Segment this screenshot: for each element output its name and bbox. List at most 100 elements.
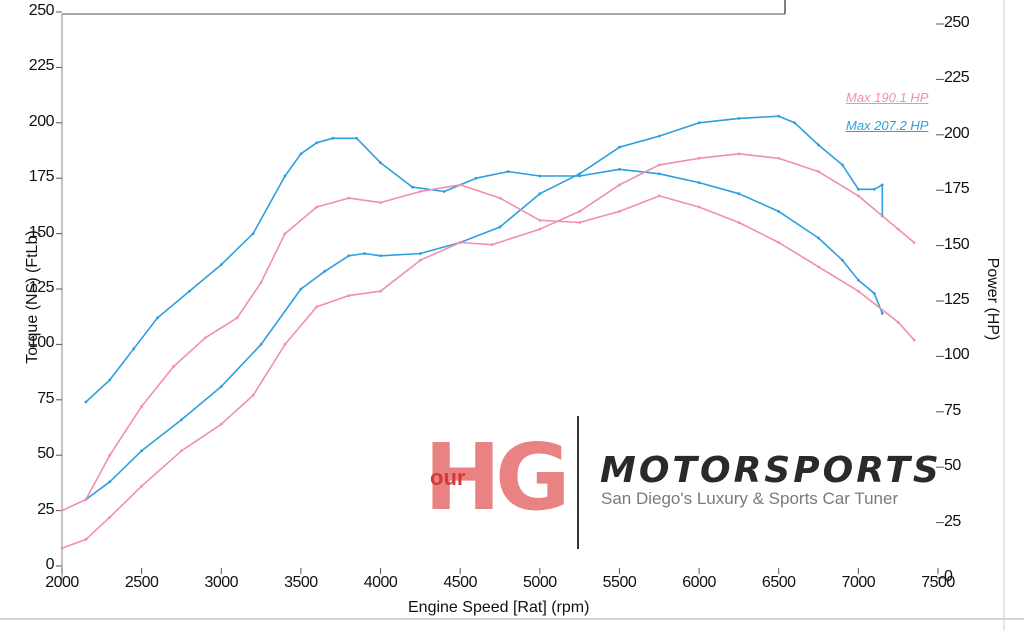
series-line-3 — [61, 184, 915, 512]
logo-divider — [577, 416, 579, 549]
y-tick-label-left: 250 — [28, 2, 55, 19]
series-point — [140, 484, 144, 488]
series-point — [132, 347, 136, 351]
series-point — [856, 187, 860, 191]
y-tick-label-left: 125 — [28, 279, 55, 296]
y-tick-label-right: 225 — [944, 69, 970, 87]
series-point — [872, 292, 876, 295]
y-tick-label-left: 75 — [37, 389, 54, 407]
x-tick-label: 5000 — [523, 574, 557, 591]
series-point — [188, 289, 191, 293]
x-tick-label: 7500 — [921, 574, 955, 591]
legend-item-pink: Max 190.1 HP — [846, 90, 929, 105]
series-point — [108, 453, 112, 457]
series-point — [299, 152, 303, 156]
series-point — [299, 287, 303, 291]
series-point — [108, 515, 112, 519]
y-tick-label-right: 125 — [944, 291, 970, 308]
series-point — [219, 385, 223, 388]
x-axis-label: Engine Speed [Rat] (rpm) — [408, 599, 590, 616]
y-tick-label-right: 25 — [944, 512, 961, 530]
series-point — [777, 156, 781, 160]
series-point — [259, 280, 263, 284]
series-point — [618, 210, 621, 213]
y-tick-label-left: 25 — [37, 500, 54, 518]
y-axis-right-label: Power (HP) — [984, 257, 1001, 341]
y-tick-label-left: 0 — [45, 556, 55, 573]
series-point — [331, 136, 335, 140]
y-tick-label-left: 200 — [28, 112, 55, 130]
series-point — [283, 343, 287, 346]
x-tick-label: 2500 — [124, 574, 159, 591]
series-point — [817, 170, 820, 173]
series-point — [140, 449, 144, 453]
series-point — [506, 170, 510, 173]
series-point — [347, 254, 351, 258]
chart-lines — [60, 114, 916, 550]
logo-our: our — [430, 465, 466, 490]
series-point — [777, 114, 781, 118]
legend-item-blue: Max 207.2 HP — [846, 118, 929, 133]
series-point — [251, 232, 255, 236]
x-tick-label: 3000 — [204, 574, 239, 591]
y-tick-label-right: 100 — [944, 346, 970, 364]
series-point — [538, 227, 542, 231]
series-point — [347, 196, 351, 200]
series-point — [697, 121, 701, 125]
series-point — [817, 265, 820, 269]
series-point — [856, 278, 860, 282]
series-point — [418, 258, 422, 262]
series-point — [140, 405, 144, 408]
series-point — [912, 241, 916, 244]
series-point — [538, 218, 542, 222]
y-tick-label-right: 150 — [944, 235, 970, 253]
series-point — [538, 174, 542, 178]
series-point — [657, 134, 661, 138]
series-point — [235, 316, 239, 320]
series-point — [84, 538, 88, 541]
series-point — [442, 190, 446, 193]
series-point — [379, 201, 382, 204]
series-point — [418, 190, 422, 193]
series-point — [84, 400, 88, 404]
series-point — [180, 449, 183, 453]
x-tick-label: 4500 — [443, 574, 477, 591]
series-point — [84, 498, 88, 501]
series-point — [697, 156, 701, 160]
series-point — [315, 205, 319, 209]
series-point — [379, 254, 382, 258]
series-point — [737, 192, 741, 196]
x-tick-label: 3500 — [284, 574, 318, 591]
series-point — [355, 136, 359, 140]
series-point — [817, 143, 820, 147]
series-point — [203, 336, 207, 340]
series-point — [315, 305, 319, 309]
logo-tagline: San Diego's Luxury & Sports Car Tuner — [601, 489, 899, 508]
series-point — [697, 205, 701, 209]
series-point — [474, 176, 478, 180]
series-point — [108, 378, 112, 382]
series-point — [578, 174, 582, 178]
series-point — [418, 252, 422, 255]
series-point — [777, 241, 781, 244]
series-point — [363, 252, 367, 255]
series-point — [657, 172, 661, 176]
series-point — [490, 243, 494, 247]
series-point — [841, 258, 844, 262]
y-tick-label-right: 0 — [944, 568, 953, 585]
series-point — [578, 172, 582, 176]
y-tick-label-right: 175 — [944, 180, 970, 198]
series-point — [618, 145, 621, 149]
series-point — [737, 152, 741, 156]
series-point — [856, 194, 860, 198]
series-point — [283, 232, 287, 236]
y-tick-label-left: 150 — [28, 223, 55, 241]
y-tick-label-right: 75 — [944, 401, 961, 419]
x-tick-label: 7000 — [841, 574, 876, 591]
series-point — [578, 221, 582, 224]
series-point — [737, 221, 741, 224]
x-tick-label: 2000 — [45, 574, 79, 591]
series-point — [657, 163, 661, 167]
series-point — [896, 227, 900, 231]
